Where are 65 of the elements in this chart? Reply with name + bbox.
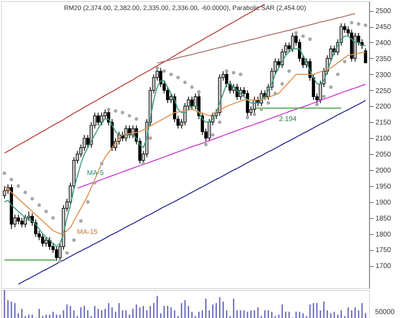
point (162, 69, 166, 73)
point (148, 136, 152, 140)
point (197, 90, 201, 94)
line-series (18, 100, 366, 285)
point (329, 85, 333, 89)
point (44, 210, 48, 214)
point (356, 22, 360, 26)
point (204, 142, 208, 146)
point (100, 162, 104, 166)
point (134, 117, 138, 121)
point (37, 203, 41, 207)
point (86, 200, 90, 204)
line-series (156, 13, 356, 64)
candlestick (20, 217, 24, 228)
point (106, 108, 110, 112)
point (322, 94, 326, 98)
candlestick (16, 214, 20, 225)
point (190, 85, 194, 89)
point (155, 66, 159, 70)
candlestick (54, 246, 58, 262)
point (51, 216, 55, 220)
line-series (76, 84, 366, 189)
point (274, 92, 277, 96)
point (10, 178, 14, 182)
point (246, 116, 250, 120)
point (183, 80, 187, 84)
candlestick (100, 112, 104, 126)
candlestick (96, 112, 100, 126)
point (211, 133, 215, 137)
point (342, 60, 346, 64)
point (252, 112, 256, 116)
point (58, 259, 62, 263)
candlestick (24, 214, 27, 228)
point (336, 72, 340, 76)
point (30, 196, 34, 200)
point (72, 238, 76, 242)
candlestick (2, 186, 6, 200)
point (142, 162, 146, 166)
point (232, 71, 236, 74)
point (280, 82, 284, 86)
point (79, 219, 83, 223)
point (218, 120, 222, 124)
point (364, 24, 368, 27)
point (301, 34, 305, 38)
point (315, 102, 319, 106)
point (65, 251, 69, 255)
candlestick (41, 233, 44, 247)
point (308, 38, 312, 41)
point (93, 181, 96, 184)
point (169, 72, 173, 76)
point (128, 114, 132, 118)
point (120, 110, 124, 114)
point (260, 108, 264, 112)
point (238, 72, 242, 76)
point (2, 171, 6, 175)
point (350, 20, 354, 24)
candlestick (44, 236, 48, 247)
point (176, 76, 180, 80)
point (24, 190, 28, 194)
point (266, 101, 270, 105)
point (294, 31, 298, 35)
point (224, 69, 228, 73)
point (114, 109, 118, 113)
point (16, 184, 20, 188)
point (287, 69, 291, 73)
